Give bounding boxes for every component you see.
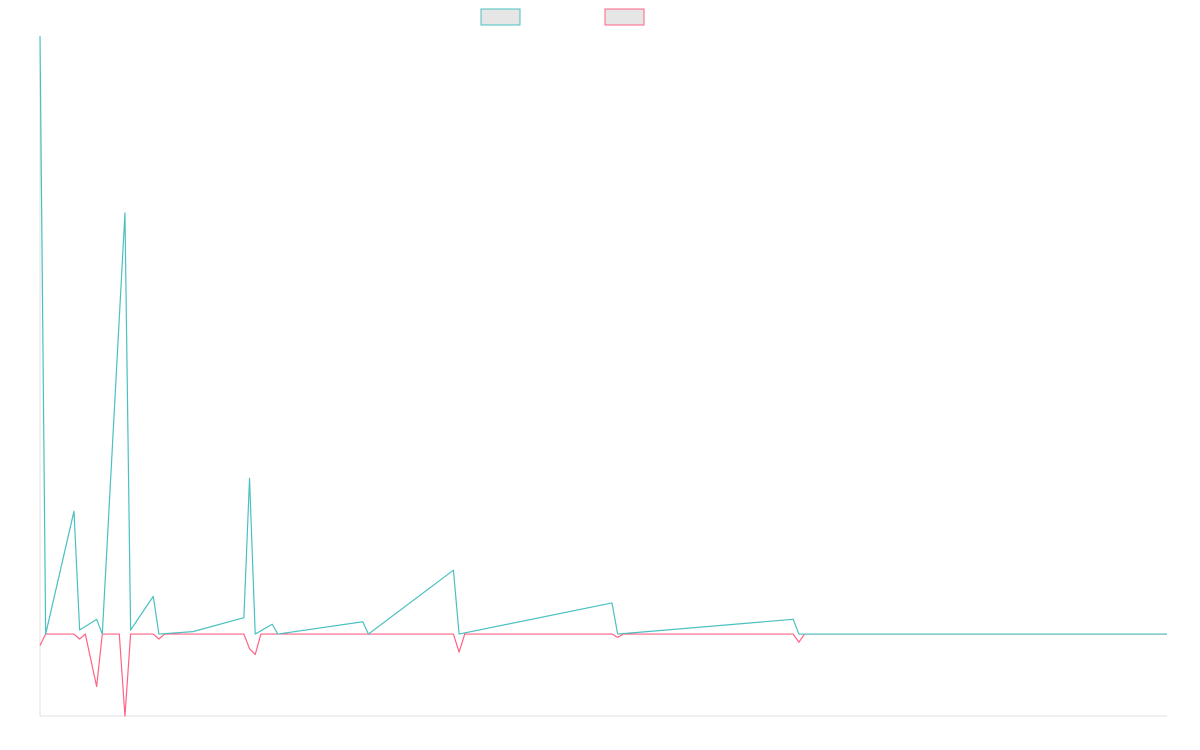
plot-area — [39, 35, 1167, 717]
legend-swatch-series-b[interactable] — [604, 8, 645, 26]
axes — [39, 36, 1167, 717]
series-a-line — [39, 35, 1167, 635]
legend-swatch-series-a[interactable] — [480, 8, 521, 26]
series-b-line — [39, 633, 1167, 717]
legend[interactable] — [480, 8, 645, 26]
